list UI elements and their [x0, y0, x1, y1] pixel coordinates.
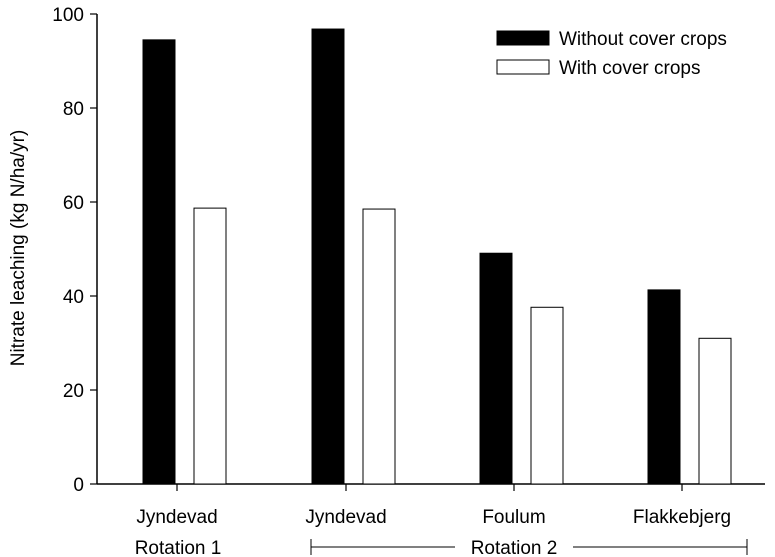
- y-tick-label: 40: [63, 287, 84, 308]
- x-tick-label: Jyndevad: [136, 507, 217, 528]
- group-label-rotation-1: Rotation 1: [135, 538, 222, 557]
- x-axis-labels: Jyndevad Jyndevad Foulum Flakkebjerg: [136, 484, 731, 528]
- x-tick-label: Foulum: [482, 507, 545, 528]
- y-tick-label: 100: [52, 5, 84, 26]
- legend-swatch-with-cover: [496, 59, 550, 75]
- bar-without-cover-0: [142, 39, 176, 485]
- bar-with-cover-0: [193, 207, 227, 485]
- bar-without-cover-2: [479, 252, 513, 485]
- legend-label-without-cover: Without cover crops: [559, 29, 727, 50]
- bar-with-cover-1: [362, 208, 396, 485]
- legend: Without cover crops With cover crops: [496, 29, 727, 79]
- x-tick-label: Flakkebjerg: [633, 507, 731, 528]
- legend-label-with-cover: With cover crops: [559, 58, 700, 79]
- group-label-rotation-2: Rotation 2: [471, 538, 558, 557]
- bar-without-cover-1: [311, 28, 345, 485]
- group-labels: Rotation 1 Rotation 2: [135, 538, 748, 557]
- legend-swatch-without-cover: [496, 30, 550, 46]
- bar-without-cover-3: [647, 289, 681, 485]
- bar-with-cover-3: [698, 337, 732, 485]
- y-tick-label: 0: [73, 475, 84, 496]
- x-tick-label: Jyndevad: [305, 507, 386, 528]
- y-tick-label: 80: [63, 99, 84, 120]
- bar-with-cover-2: [530, 306, 564, 485]
- y-tick-label: 60: [63, 193, 84, 214]
- bars-layer: [142, 28, 732, 485]
- y-tick-label: 20: [63, 381, 84, 402]
- y-axis-ticks: 0 20 40 60 80 100: [52, 5, 97, 496]
- y-axis-title: Nitrate leaching (kg N/ha/yr): [8, 130, 29, 367]
